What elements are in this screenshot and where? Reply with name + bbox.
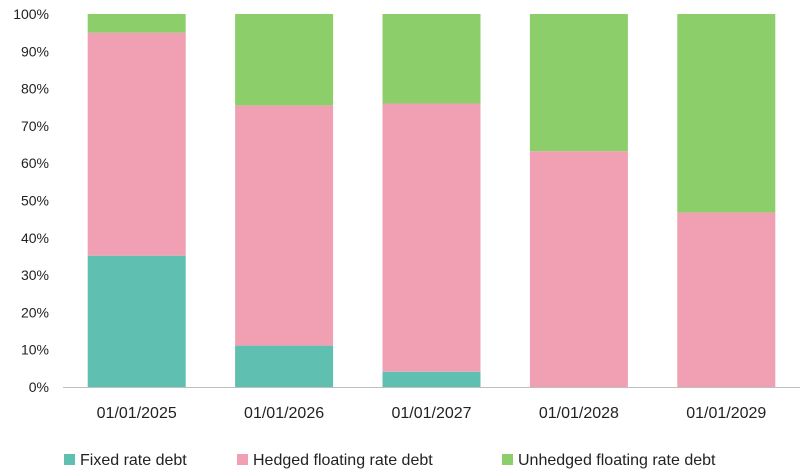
bar-segment-hedged-floating-rate-debt [382, 103, 481, 372]
y-tick-label: 10% [21, 342, 49, 358]
y-tick-label: 100% [13, 6, 49, 22]
y-tick-label: 40% [21, 230, 49, 246]
legend-label: Fixed rate debt [80, 452, 187, 469]
bar-segment-unhedged-floating-rate-debt [235, 14, 334, 106]
x-tick-label: 01/01/2026 [244, 405, 324, 422]
y-tick-label: 60% [21, 155, 49, 171]
bar-segment-hedged-floating-rate-debt [677, 212, 776, 387]
bar-segment-unhedged-floating-rate-debt [87, 14, 186, 33]
x-axis: 01/01/2025 01/01/2026 01/01/2027 01/01/2028… [63, 387, 800, 422]
bar-segment-hedged-floating-rate-debt [529, 151, 628, 387]
legend-item-unhedged-floating-rate-debt: Unhedged floating rate debt [502, 452, 716, 469]
bar-segment-hedged-floating-rate-debt [235, 105, 334, 346]
y-tick-label: 30% [21, 267, 49, 283]
legend-item-fixed-rate-debt: Fixed rate debt [64, 452, 187, 469]
bar-area [87, 14, 776, 387]
y-tick-label: 50% [21, 193, 49, 209]
legend: Fixed rate debt Hedged floating rate debt… [64, 452, 716, 469]
bar-segment-hedged-floating-rate-debt [87, 32, 186, 256]
bar-segment-fixed-rate-debt [382, 371, 481, 387]
y-tick-label: 70% [21, 118, 49, 134]
bar-segment-fixed-rate-debt [87, 255, 186, 387]
bar-segment-unhedged-floating-rate-debt [529, 14, 628, 152]
y-axis: 0% 10% 20% 30% 40% 50% 60% 70% 80% 90% 100% [13, 6, 49, 395]
bar-segment-fixed-rate-debt [235, 345, 334, 387]
bar-segment-unhedged-floating-rate-debt [677, 14, 776, 213]
legend-item-hedged-floating-rate-debt: Hedged floating rate debt [237, 452, 433, 469]
x-tick-label: 01/01/2028 [539, 405, 619, 422]
legend-swatch [237, 454, 248, 465]
legend-label: Unhedged floating rate debt [518, 452, 716, 469]
legend-label: Hedged floating rate debt [253, 452, 433, 469]
y-tick-label: 20% [21, 304, 49, 320]
y-tick-label: 80% [21, 81, 49, 97]
x-tick-label: 01/01/2027 [391, 405, 471, 422]
legend-swatch [502, 454, 513, 465]
y-tick-label: 0% [29, 379, 49, 395]
x-tick-label: 01/01/2025 [97, 405, 177, 422]
legend-swatch [64, 454, 75, 465]
bar-segment-unhedged-floating-rate-debt [382, 14, 481, 104]
x-tick-label: 01/01/2029 [686, 405, 766, 422]
y-tick-label: 90% [21, 43, 49, 59]
